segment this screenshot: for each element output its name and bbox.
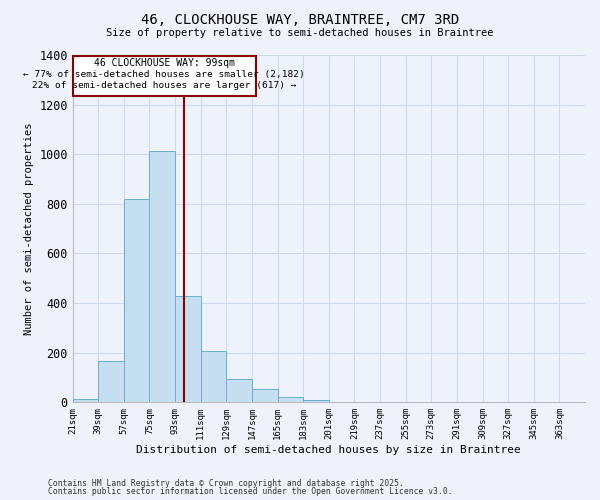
Text: Contains HM Land Registry data © Crown copyright and database right 2025.: Contains HM Land Registry data © Crown c… [48, 478, 404, 488]
Text: 46, CLOCKHOUSE WAY, BRAINTREE, CM7 3RD: 46, CLOCKHOUSE WAY, BRAINTREE, CM7 3RD [141, 12, 459, 26]
Text: 22% of semi-detached houses are larger (617) →: 22% of semi-detached houses are larger (… [32, 81, 296, 90]
Bar [175, 296, 200, 403]
Text: ← 77% of semi-detached houses are smaller (2,182): ← 77% of semi-detached houses are smalle… [23, 70, 305, 78]
Bar [278, 398, 303, 402]
Bar [303, 400, 329, 402]
Bar [98, 360, 124, 403]
Text: Size of property relative to semi-detached houses in Braintree: Size of property relative to semi-detach… [106, 28, 494, 38]
Bar [73, 400, 98, 402]
Bar [200, 351, 226, 403]
Bar [252, 388, 278, 402]
Text: Contains public sector information licensed under the Open Government Licence v3: Contains public sector information licen… [48, 487, 452, 496]
Text: 46 CLOCKHOUSE WAY: 99sqm: 46 CLOCKHOUSE WAY: 99sqm [94, 58, 235, 68]
X-axis label: Distribution of semi-detached houses by size in Braintree: Distribution of semi-detached houses by … [136, 445, 521, 455]
Bar [73, 56, 256, 96]
Bar [226, 380, 252, 402]
Y-axis label: Number of semi-detached properties: Number of semi-detached properties [23, 122, 34, 335]
Bar [124, 199, 149, 402]
Bar [149, 152, 175, 402]
